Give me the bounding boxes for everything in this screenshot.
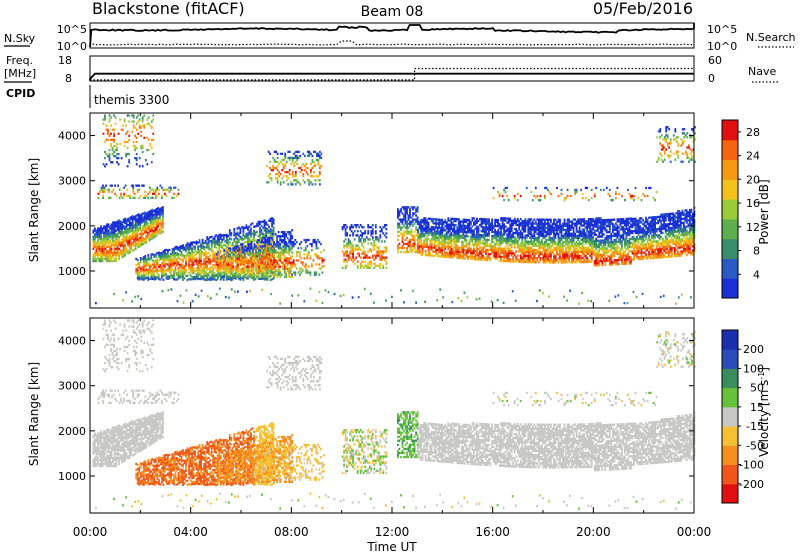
velocity-colorbar-segment <box>722 483 738 504</box>
x-tick-0: 00:00 <box>73 525 108 539</box>
power-colorbar-label: Power [dB] <box>757 179 771 244</box>
power-colorbar-tick: 4 <box>753 268 760 281</box>
velocity-colorbar-tick: -15 <box>746 420 764 433</box>
power-panel: 1000 2000 3000 4000 Slant Range [km] <box>27 112 696 309</box>
velocity-colorbar-segment <box>722 445 738 465</box>
power-colorbar-segment <box>722 278 738 299</box>
freq-tick-top: 18 <box>58 54 72 67</box>
velocity-colorbar-segment <box>722 330 738 350</box>
nsearch-tick-bottom: 10^0 <box>707 40 737 53</box>
date-label: 05/Feb/2016 <box>593 0 693 18</box>
velocity-colorbar-tick: 100 <box>743 362 764 375</box>
velocity-colorbar-segment <box>722 406 738 427</box>
power-colorbar-segment <box>722 199 738 220</box>
velocity-colorbar-segment <box>722 426 738 446</box>
nave-line <box>90 67 694 81</box>
x-tick-2: 08:00 <box>274 525 309 539</box>
power-colorbar-segment <box>722 179 738 200</box>
x-tick-6: 00:00 <box>677 525 712 539</box>
x-axis-label: Time UT <box>366 540 417 554</box>
power-colorbar-segment <box>722 120 738 141</box>
power-colorbar-tick: 24 <box>746 150 760 163</box>
power-ylabel: Slant Range [km] <box>27 158 41 262</box>
velocity-ytick-1000: 1000 <box>58 470 86 483</box>
power-ytick-4000: 4000 <box>58 130 86 143</box>
velocity-colorbar-segment <box>722 368 738 389</box>
velocity-colorbar-tick: 15 <box>750 401 764 414</box>
power-colorbar-segment <box>722 238 738 259</box>
x-tick-4: 16:00 <box>475 525 510 539</box>
beam-label: Beam 08 <box>361 4 424 20</box>
power-colorbar-tick: 20 <box>746 173 760 186</box>
power-colorbar-segment <box>722 218 738 240</box>
freq-unit-label: [MHz] <box>4 67 36 80</box>
nsearch-line <box>92 40 694 46</box>
velocity-colorbar-label: Velocity [m s-1] <box>757 367 772 457</box>
nsearch-label: N.Search <box>746 31 796 44</box>
nsearch-tick-top: 10^5 <box>707 23 737 36</box>
velocity-colorbar-tick: -100 <box>739 459 764 472</box>
power-colorbar-tick: 16 <box>746 197 760 210</box>
power-colorbar-tick: 28 <box>746 126 760 139</box>
nave-tick-top: 60 <box>708 54 722 67</box>
power-ytick-3000: 3000 <box>58 175 86 188</box>
x-tick-5: 20:00 <box>576 525 611 539</box>
frequency-panel: 18 8 60 0 <box>58 54 722 85</box>
x-tick-3: 12:00 <box>375 525 410 539</box>
velocity-ylabel: Slant Range [km] <box>27 362 41 466</box>
power-colorbar-segment <box>722 258 738 279</box>
x-tick-1: 04:00 <box>173 525 208 539</box>
velocity-colorbar-segment <box>722 349 738 369</box>
velocity-colorbar-tick: -200 <box>739 478 764 491</box>
cpid-value: themis 3300 <box>94 93 169 107</box>
nsky-tick-bottom: 10^0 <box>57 40 87 53</box>
velocity-colorbar-tick: -50 <box>746 439 764 452</box>
velocity-colorbar-segment <box>722 387 738 408</box>
nsky-label: N.Sky <box>4 32 36 45</box>
noise-panel: 10^5 10^0 10^5 10^0 <box>57 22 737 53</box>
power-colorbar-segment <box>722 159 738 180</box>
power-colorbar-tick: 12 <box>746 221 760 234</box>
power-colorbar-segment <box>722 139 738 161</box>
power-colorbar-tick: 8 <box>753 245 760 258</box>
freq-tick-bottom: 8 <box>65 72 72 85</box>
velocity-panel: 1000 2000 3000 4000 Slant Range [km] <box>27 317 696 514</box>
velocity-colorbar-tick: 200 <box>743 343 764 356</box>
cpid-label: CPID <box>6 87 35 100</box>
power-ytick-2000: 2000 <box>58 220 86 233</box>
velocity-ytick-4000: 4000 <box>58 335 86 348</box>
velocity-colorbar-segment <box>722 464 738 485</box>
freq-label: Freq. <box>6 54 33 67</box>
nsky-line <box>89 23 695 48</box>
nsky-tick-top: 10^5 <box>57 23 87 36</box>
station-title: Blackstone (fitACF) <box>92 0 245 18</box>
velocity-colorbar: 200 100 50 15 -15 -50 -100 -200 <box>721 329 764 504</box>
nave-label: Nave <box>748 65 776 78</box>
velocity-colorbar-tick: 50 <box>750 382 764 395</box>
velocity-ytick-2000: 2000 <box>58 425 86 438</box>
nave-tick-bottom: 0 <box>708 72 715 85</box>
power-colorbar: 4 8 12 16 20 24 28 <box>721 119 760 299</box>
power-ytick-1000: 1000 <box>58 265 86 278</box>
velocity-ytick-3000: 3000 <box>58 380 86 393</box>
